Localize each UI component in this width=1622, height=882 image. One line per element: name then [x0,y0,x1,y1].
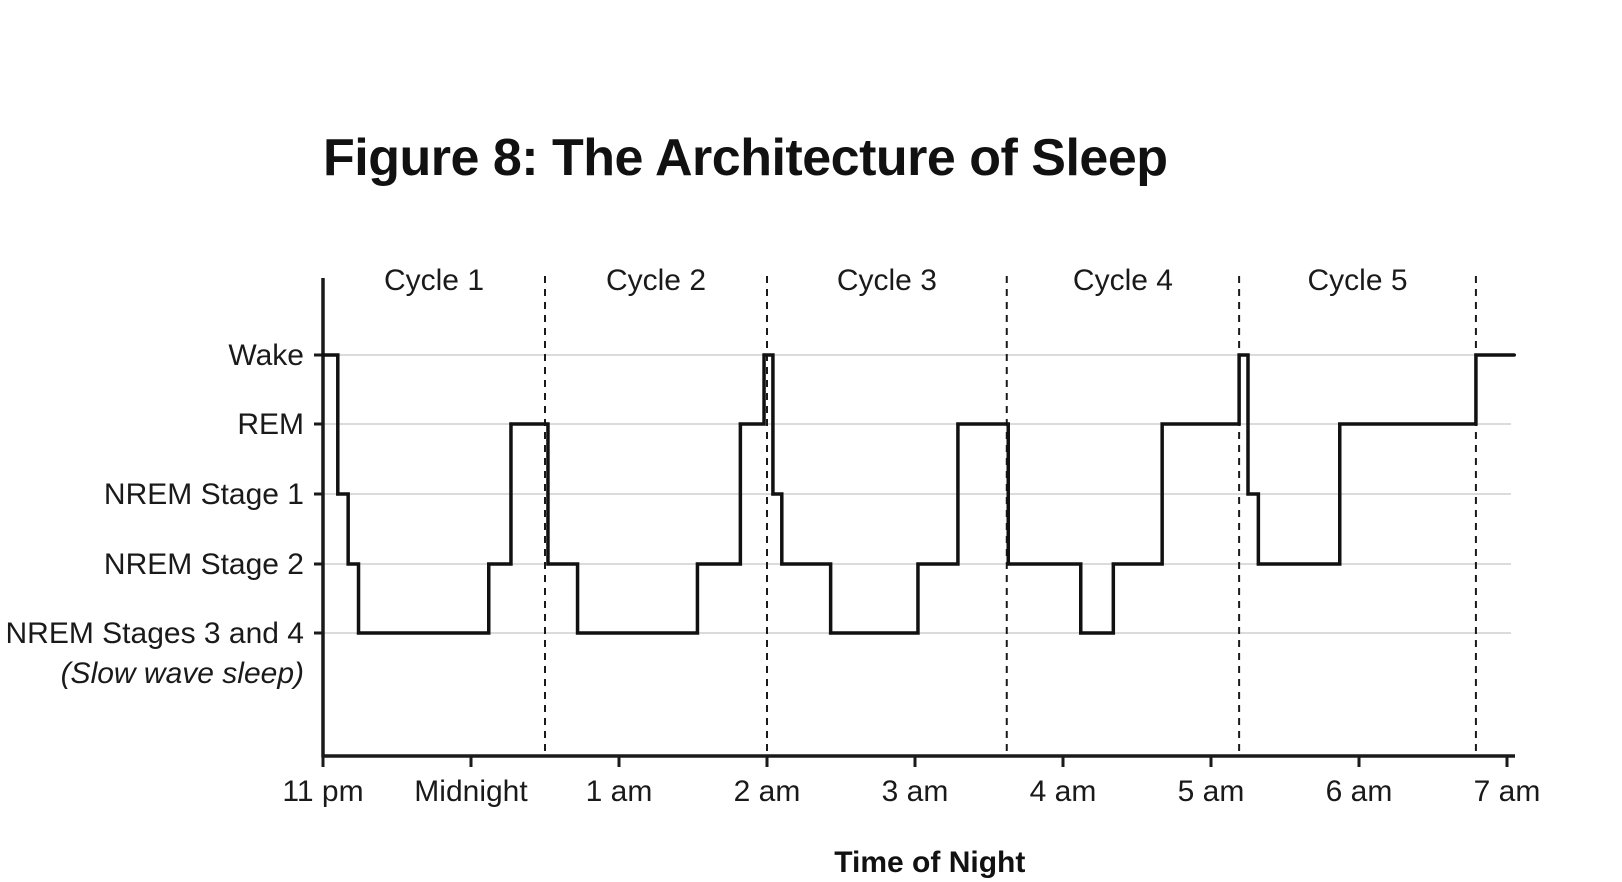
hypnogram-point-19 [1160,422,1164,426]
x-tick-label-8: 7 am [1474,775,1541,808]
hypnogram-point-13 [829,631,833,635]
hypnogram-point-12 [780,562,784,566]
hypnogram-point-18 [1111,562,1115,566]
x-axis-title: Time of Night [834,846,1025,879]
cycle-label-3: Cycle 3 [837,264,937,297]
hypnogram-point-21 [1246,492,1250,496]
x-tick-label-3: 2 am [734,775,801,808]
y-tick-label-nrem-stage-1: NREM Stage 1 [104,478,304,511]
hypnogram-point-9 [738,422,742,426]
x-tick-label-5: 4 am [1030,775,1097,808]
x-tick-label-0: 11 pm [282,775,363,808]
hypnogram-point-16 [1006,562,1010,566]
hypnogram-point-1 [336,492,340,496]
hypnogram-point-2 [346,562,350,566]
hypnogram-point-24 [1474,353,1478,357]
axis-layer [314,278,1515,767]
line-layer [321,353,1516,635]
cycle-label-2: Cycle 2 [606,264,706,297]
hypnogram-point-7 [575,631,580,635]
x-tick-label-1: Midnight [414,775,528,808]
cycle-label-1: Cycle 1 [384,264,484,297]
hypnogram-point-14 [916,562,920,566]
hypnogram-point-10 [762,353,766,357]
hypnogram-point-15 [956,422,960,426]
hypnogram-point-5 [509,422,513,426]
y-tick-label-nrem-stage-2: NREM Stage 2 [104,548,304,581]
hypnogram-point-17 [1079,631,1083,635]
cycle-label-4: Cycle 4 [1073,264,1173,297]
hypnogram-point-4 [487,562,491,566]
x-tick-label-7: 6 am [1326,775,1393,808]
x-tick-label-6: 5 am [1178,775,1245,808]
hypnogram-point-20 [1237,353,1241,357]
hypnogram-point-3 [356,631,361,635]
hypnogram-line [323,353,1515,635]
cycle-label-5: Cycle 5 [1307,264,1407,297]
chart-title: Figure 8: The Architecture of Sleep [323,129,1168,187]
y-tick-label-wake: Wake [228,339,304,372]
hypnogram-point-25 [1512,353,1516,357]
y-tick-sublabel-nrem-stages-3-and-4: (Slow wave sleep) [61,657,304,690]
cycle-layer [544,276,1477,756]
hypnogram-point-8 [695,562,700,566]
x-tick-label-2: 1 am [586,775,653,808]
y-tick-label-nrem-stages-3-and-4: NREM Stages 3 and 4 [6,617,305,650]
y-tick-label-rem: REM [237,408,304,441]
hypnogram-point-6 [546,562,550,566]
label-layer: Cycle 1 Cycle 2 Cycle 3 Cycle 4 Cycle 5 Wake R… [6,264,1541,879]
hypnogram-point-11 [771,492,775,496]
x-tick-label-4: 3 am [882,775,949,808]
hypnogram-point-22 [1256,562,1260,566]
hypnogram-point-0 [321,353,325,357]
hypnogram-point-23 [1338,422,1342,426]
